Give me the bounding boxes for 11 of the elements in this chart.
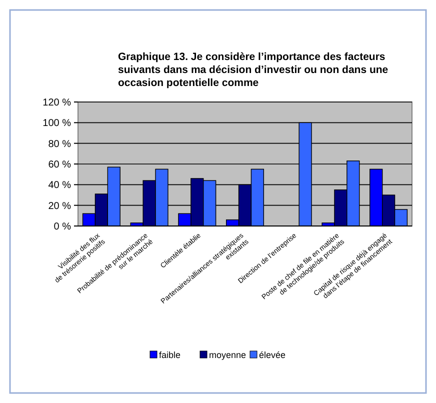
y-tick-label: 100 % — [42, 118, 72, 130]
y-tick-label: 20 % — [48, 200, 72, 212]
legend-label: faible — [159, 350, 181, 360]
y-tick-label: 0 % — [54, 222, 72, 232]
legend-label: élevée — [259, 350, 286, 360]
y-tick-label: 60 % — [48, 160, 72, 170]
y-tick-label: 40 % — [48, 180, 72, 192]
y-tick-label: 120 % — [42, 98, 72, 108]
y-tick-label: 80 % — [48, 138, 72, 150]
chart-title: Graphique 13. Je considère l’importance des facteurs suivants dans ma décision d’investir ou non dans une occasion potentielle comme — [118, 51, 388, 89]
legend-label: moyenne — [209, 350, 246, 360]
